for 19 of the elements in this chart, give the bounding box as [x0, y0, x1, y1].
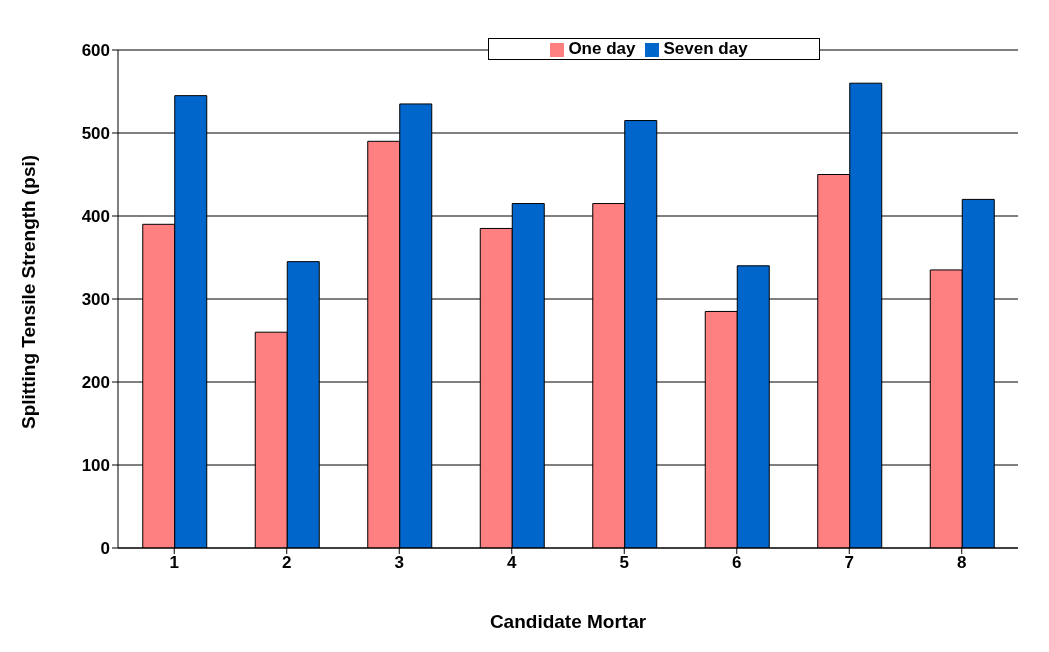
x-tick-label: 6	[732, 553, 742, 573]
y-tick-label: 200	[81, 373, 110, 393]
y-tick-label: 100	[81, 456, 110, 476]
x-tick-label: 4	[507, 553, 518, 573]
y-tick-label: 500	[81, 124, 110, 144]
y-axis-title: Splitting Tensile Strength (psi)	[17, 154, 39, 429]
x-tick-label: 1	[169, 553, 179, 573]
y-tick-label: 300	[81, 290, 110, 310]
x-tick-label: 8	[957, 553, 967, 573]
x-axis-title: Candidate Mortar	[489, 611, 647, 632]
y-tick-label: 600	[81, 41, 110, 61]
legend-label: Seven day	[663, 39, 748, 58]
y-tick-label: 0	[100, 539, 110, 559]
x-tick-label: 2	[282, 553, 292, 573]
x-tick-label: 7	[844, 553, 854, 573]
legend-label: One day	[568, 39, 636, 58]
y-tick-label: 400	[81, 207, 110, 227]
x-tick-label: 5	[619, 553, 629, 573]
x-tick-label: 3	[394, 553, 404, 573]
